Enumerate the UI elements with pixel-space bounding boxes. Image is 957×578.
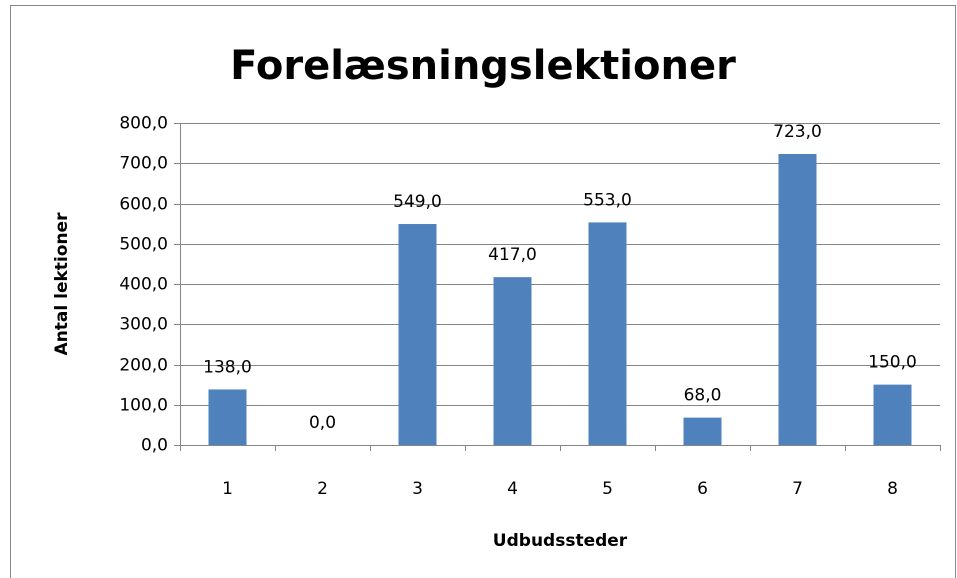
x-tick-label: 8	[887, 479, 898, 499]
bar	[588, 222, 627, 445]
y-tick-label: 400,0	[119, 275, 168, 295]
bar	[778, 153, 817, 445]
x-tick-label: 6	[697, 479, 708, 499]
y-tick-label: 100,0	[119, 396, 168, 416]
x-tick-label: 2	[317, 479, 328, 499]
value-label: 549,0	[393, 192, 442, 212]
x-tick-label: 5	[602, 479, 613, 499]
value-label: 723,0	[773, 122, 822, 142]
bar	[493, 277, 532, 445]
y-tick-label: 800,0	[119, 114, 168, 134]
x-tick-label: 7	[792, 479, 803, 499]
y-tick-label: 600,0	[119, 195, 168, 215]
y-tick-label: 0,0	[141, 436, 168, 456]
y-tick-label: 200,0	[119, 356, 168, 376]
bar	[873, 384, 912, 445]
bar	[683, 417, 722, 445]
bar	[398, 224, 437, 445]
value-label: 553,0	[583, 190, 632, 210]
chart-title: Forelæsningslektioner	[230, 43, 736, 89]
x-tick-label: 1	[222, 479, 233, 499]
y-tick-label: 500,0	[119, 235, 168, 255]
value-label: 150,0	[868, 353, 917, 373]
x-tick-label: 4	[507, 479, 518, 499]
value-label: 417,0	[488, 245, 537, 265]
y-axis-label: Antal lektioner	[52, 212, 72, 356]
x-axis-label: Udbudssteder	[493, 531, 628, 551]
value-label: 0,0	[309, 413, 336, 433]
y-tick-label: 300,0	[119, 315, 168, 335]
x-tick-label: 3	[412, 479, 423, 499]
y-tick-label: 700,0	[119, 154, 168, 174]
bar	[208, 389, 247, 445]
value-label: 68,0	[684, 386, 722, 406]
value-label: 138,0	[203, 357, 252, 377]
